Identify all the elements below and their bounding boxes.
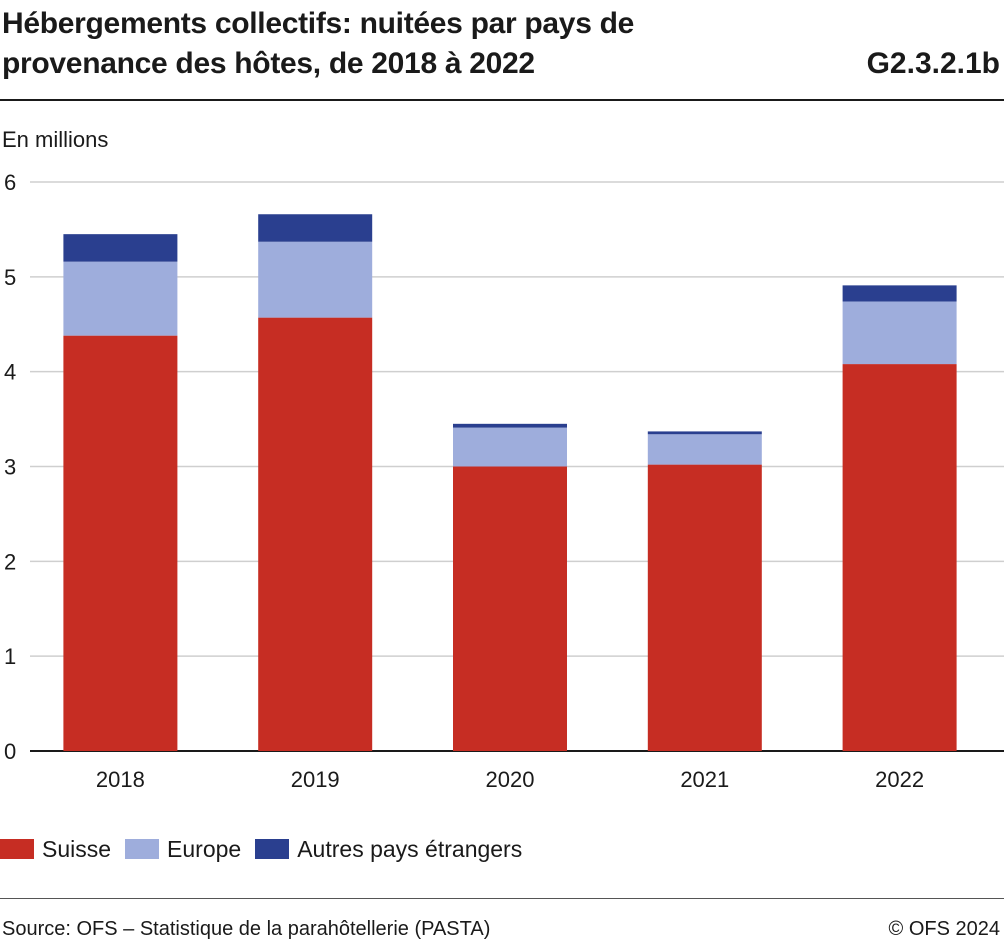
y-axis-unit-label: En millions xyxy=(2,127,109,152)
bar-2021-autres-pays-trangers xyxy=(647,431,762,435)
bar-2021-europe xyxy=(647,434,762,465)
x-tick-labels: 2018 2019 2020 2021 2022 xyxy=(96,767,924,792)
y-tick-label-1: 1 xyxy=(4,644,16,669)
x-tick-label-2022: 2022 xyxy=(875,767,924,792)
bar-2022-europe xyxy=(842,301,957,365)
y-tick-labels: 0 1 2 3 4 5 6 xyxy=(4,170,16,764)
x-tick-label-2018: 2018 xyxy=(96,767,145,792)
y-tick-label-2: 2 xyxy=(4,549,16,574)
bar-2020-autres-pays-trangers xyxy=(453,423,567,428)
legend-item-europe: Europe xyxy=(125,836,241,863)
copyright-note: © OFS 2024 xyxy=(888,918,1000,940)
legend-item-autres: Autres pays étrangers xyxy=(255,836,522,863)
legend-swatch-suisse xyxy=(0,839,34,859)
bar-2022-autres-pays-trangers xyxy=(842,285,957,302)
top-rule xyxy=(0,99,1004,101)
legend-swatch-autres xyxy=(255,839,290,859)
bar-2020-europe xyxy=(453,427,567,467)
footer-rule xyxy=(0,898,1004,899)
legend: Suisse Europe Autres pays étrangers xyxy=(0,834,536,864)
y-tick-label-0: 0 xyxy=(4,739,16,764)
legend-label-autres: Autres pays étrangers xyxy=(297,835,523,862)
legend-item-suisse: Suisse xyxy=(0,836,111,863)
stacked-bar-chart: 0 1 2 3 4 5 6 2018 2019 2020 2021 2022 xyxy=(4,170,1004,792)
x-tick-label-2019: 2019 xyxy=(291,767,340,792)
legend-swatch-europe xyxy=(125,839,160,859)
legend-label-europe: Europe xyxy=(167,835,242,862)
y-tick-label-4: 4 xyxy=(4,360,16,385)
bar-2018-autres-pays-trangers xyxy=(63,234,178,262)
bar-2019-suisse xyxy=(258,317,373,751)
chart-title: Hébergements collectifs: nuitées par pay… xyxy=(2,7,635,80)
bar-2021-suisse xyxy=(647,464,762,751)
bar-2022-suisse xyxy=(842,364,957,751)
chart-code: G2.3.2.1b xyxy=(866,47,1000,80)
bar-2020-suisse xyxy=(453,466,567,751)
bar-2019-europe xyxy=(258,241,373,318)
source-note: Source: OFS – Statistique de la parahôte… xyxy=(2,918,491,940)
bar-2018-europe xyxy=(63,261,178,336)
y-tick-label-6: 6 xyxy=(4,170,16,195)
bars xyxy=(63,214,957,751)
x-tick-label-2020: 2020 xyxy=(486,767,535,792)
bar-2019-autres-pays-trangers xyxy=(258,214,373,242)
y-tick-label-5: 5 xyxy=(4,265,16,290)
bar-2018-suisse xyxy=(63,335,178,751)
x-tick-label-2021: 2021 xyxy=(680,767,729,792)
legend-label-suisse: Suisse xyxy=(42,835,112,862)
y-tick-label-3: 3 xyxy=(4,455,16,480)
